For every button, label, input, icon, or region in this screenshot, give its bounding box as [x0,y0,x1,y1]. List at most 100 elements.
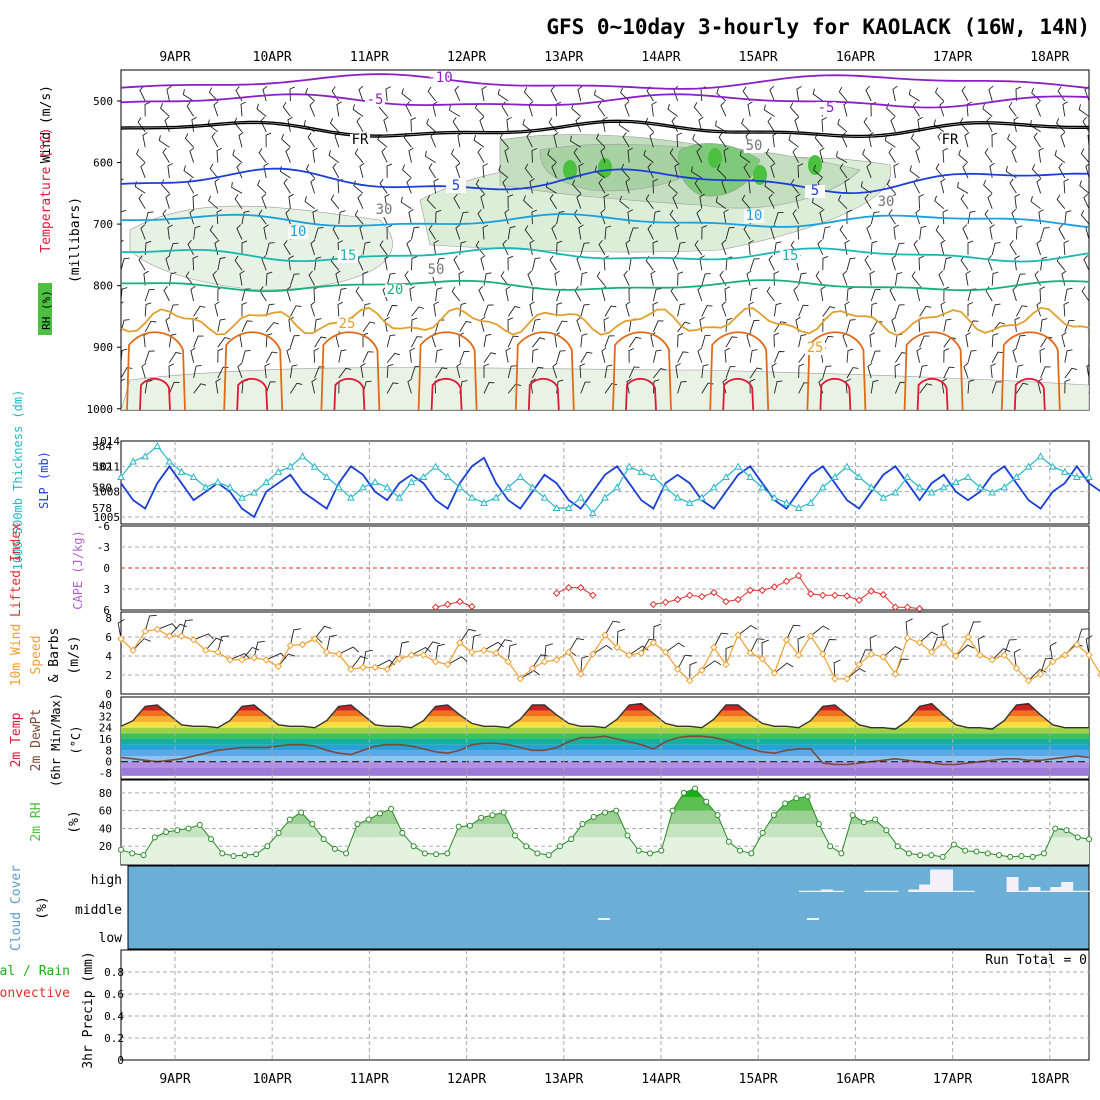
wind-barb [1040,657,1053,675]
wind-barb [1085,163,1089,179]
wind-barb [622,132,630,148]
wind-barb [531,286,539,302]
wind-barb [725,366,736,379]
wind-barb [967,302,974,317]
wind-barb [894,333,903,348]
wind-barb [743,163,751,179]
contour-label: 10 [746,208,763,224]
thickness-line-point [903,472,912,480]
wind-barb [185,271,194,286]
wind-barb [883,645,902,658]
wind-barb [556,302,563,317]
wind-barb [1038,147,1044,163]
wind-speed-line [120,628,1100,682]
wind-barb [330,255,340,271]
wind-barb [747,101,753,117]
wind-barb [652,320,664,332]
wind-barb [645,194,654,209]
thickness-line-point [722,472,730,480]
temp-tick: 32 [99,710,112,723]
wind-barb [864,255,872,271]
wind-barb [500,271,509,286]
wind-barb [144,302,152,317]
wind-barb [725,645,733,665]
rh-point [1040,850,1047,857]
wind-barb [869,270,875,286]
cloud-bar-high [1083,890,1095,892]
wind-barb [643,149,654,163]
wind-barb [574,286,582,302]
wind-barb [846,209,853,225]
wind-barb [426,194,436,210]
wind-barb [987,255,993,271]
wind-barb [934,87,945,102]
rh-point [894,843,901,850]
wind-barb [166,85,172,102]
wind-barb [910,133,920,148]
wind-barb [665,642,685,653]
wind-speed-line-point [226,656,234,664]
rh-point [883,827,890,834]
cloud-bar-high [951,890,964,892]
cloud-bar-high [799,890,812,892]
wind-barb [459,241,467,255]
wind-barb [350,655,368,670]
wind-barb [260,116,267,132]
wind-speed-line-point [117,635,125,643]
wind-barb [523,195,533,210]
temp-tick: 24 [99,722,113,735]
temperature-contour [121,306,1089,337]
wind-barb [940,301,946,317]
wind-barb [984,148,993,163]
date-label-top: 18APR [1030,50,1069,65]
wind-barb [919,305,932,317]
rh-point [489,812,496,819]
run-total-label: Run Total = 0 [985,953,1087,968]
wind-barb [165,255,171,271]
wind-barb [845,378,852,394]
wind-barb [696,208,703,225]
wind-barb [1063,178,1069,194]
wind-barb [1016,305,1028,317]
wind-axis-label-2: Speed [29,635,44,674]
thickness-line-point [589,509,597,517]
wind-barb [326,634,337,653]
wind-barb [597,101,606,117]
wind-barb [893,163,899,178]
wind-barb [192,255,199,271]
wind-speed-line-point [625,651,633,659]
wind-barb [815,271,824,286]
wind-barb [238,132,244,148]
wind-barb [864,193,872,209]
li-tick: 0 [103,562,110,575]
contour-label-bg [805,342,825,355]
ytick-label: 600 [93,157,113,170]
wind-barb [1064,320,1075,332]
wind-barb [165,316,171,332]
cloud-bar-high [809,890,822,892]
wind-barb [821,117,827,132]
wind-barb [769,85,775,102]
precip-frame [120,949,1090,1061]
temp-band [121,761,1089,768]
wind-barb [819,208,825,225]
wind-barb [919,631,939,644]
wind-barb [870,302,878,317]
wind-tick: 4 [105,650,112,663]
cloud-level-label: middle [75,903,122,918]
thickness-tick: 584 [92,440,112,453]
wind-barb [1082,116,1089,133]
rh-shading [121,367,1089,410]
temp-axis-label-2: 2m DewPt [29,709,44,772]
rh-point [466,822,473,829]
wind-barb [1015,86,1022,102]
thickness-tick: 582 [92,461,112,474]
rh-point [1063,827,1070,834]
wind-barb [578,224,584,240]
lifted-index-line-point [577,583,585,592]
wind-barb [1058,163,1066,179]
wind-barb [551,224,558,240]
thickness-line-point [1073,472,1081,480]
wind-barb [359,162,365,179]
